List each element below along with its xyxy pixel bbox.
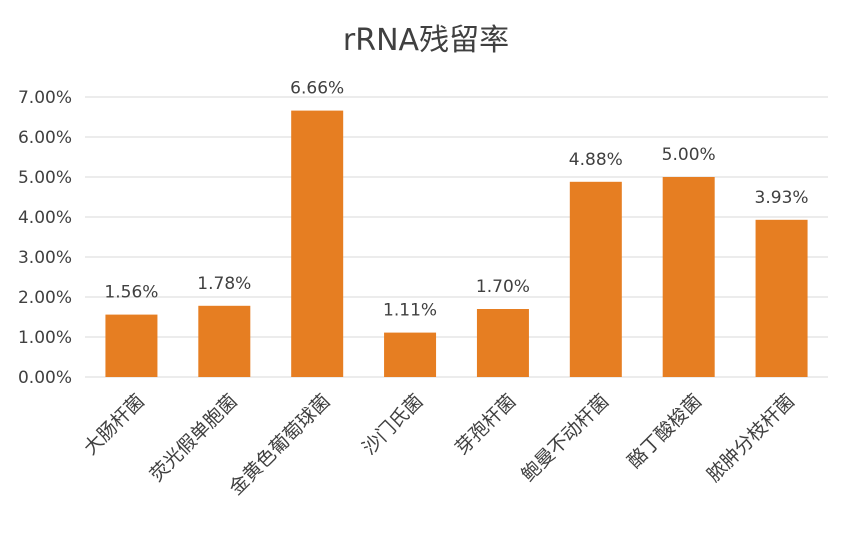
y-tick-label: 3.00% <box>18 248 72 268</box>
data-label: 5.00% <box>662 145 716 165</box>
bar <box>755 219 808 377</box>
y-tick-label: 2.00% <box>18 288 72 308</box>
bar <box>105 314 158 377</box>
category-label: 沙门氏菌 <box>358 390 427 459</box>
data-labels: 1.56% 1.78% 6.66% 1.11% 1.70% 4.88% 5.00% 3.93% <box>104 79 808 321</box>
y-tick-label: 7.00% <box>18 88 72 108</box>
bar <box>476 309 529 377</box>
data-label: 1.70% <box>476 277 530 297</box>
bar <box>384 332 437 377</box>
data-label: 3.93% <box>755 188 809 208</box>
data-label: 1.11% <box>383 301 437 321</box>
bar <box>198 305 251 377</box>
grid-layer <box>85 96 828 378</box>
data-label: 4.88% <box>569 150 623 170</box>
bar-layer <box>105 110 808 377</box>
data-label: 1.78% <box>197 274 251 294</box>
category-label: 酪丁酸梭菌 <box>623 390 706 473</box>
category-label: 大肠杆菌 <box>80 390 149 459</box>
bar <box>291 110 344 377</box>
data-label: 1.56% <box>104 283 158 303</box>
chart-title: rRNA残留率 <box>343 23 509 58</box>
category-label: 脓肿分枝杆菌 <box>703 390 799 486</box>
y-tick-label: 4.00% <box>18 208 72 228</box>
category-label: 芽孢杆菌 <box>451 390 520 459</box>
data-label: 6.66% <box>290 79 344 99</box>
y-tick-label: 0.00% <box>18 368 72 388</box>
category-label: 荧光假单胞菌 <box>146 390 242 486</box>
bar <box>662 177 715 377</box>
category-label: 金黄色葡萄球菌 <box>225 390 335 500</box>
bar <box>569 181 622 377</box>
y-tick-label: 5.00% <box>18 168 72 188</box>
y-tick-label: 1.00% <box>18 328 72 348</box>
y-tick-label: 6.00% <box>18 128 72 148</box>
y-axis-ticks: 0.00% 1.00% 2.00% 3.00% 4.00% 5.00% 6.00% 7.00% <box>18 88 72 388</box>
category-label: 鲍曼不动杆菌 <box>517 390 613 486</box>
